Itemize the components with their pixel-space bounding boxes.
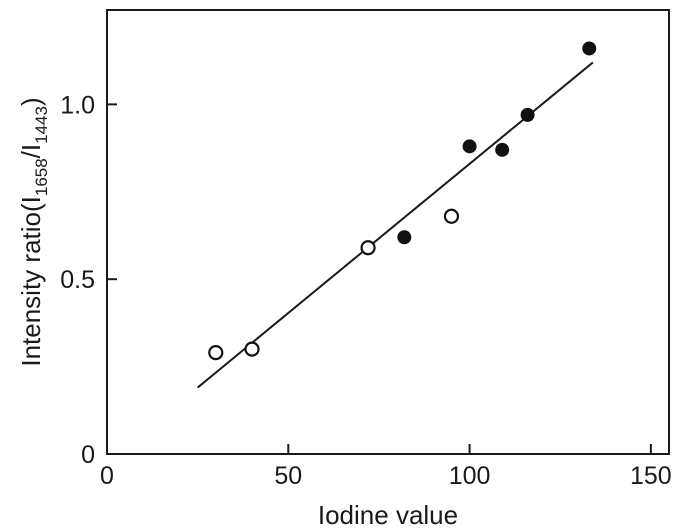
x-axis-label: Iodine value [318,500,458,530]
filled-circle-point [462,139,477,154]
x-tick-label: 150 [630,462,672,490]
y-axis-label: Intensity ratio(I1658/I1443) [16,97,51,366]
filled-circle-point [495,142,510,157]
y-tick-label: 0.5 [60,266,95,294]
filled-circle-point [397,230,412,245]
data-points [208,41,597,361]
filled-circle-point [582,41,597,56]
plot-frame [106,9,670,455]
open-circle-point [244,341,260,357]
x-tick-label: 100 [449,462,491,490]
filled-circle-point [520,107,535,122]
fit-line [197,61,594,389]
fit-line-group [197,61,594,389]
y-tick-label: 1.0 [60,91,95,119]
y-tick-label: 0 [81,441,95,469]
y-axis: 0 0.5 1.0 [60,91,117,469]
x-tick-label: 0 [100,462,114,490]
open-circle-point [443,208,460,224]
x-tick-label: 50 [274,462,302,490]
open-circle-point [208,345,224,361]
x-axis: 0 50 100 150 [100,444,672,490]
open-circle-point [360,240,376,256]
